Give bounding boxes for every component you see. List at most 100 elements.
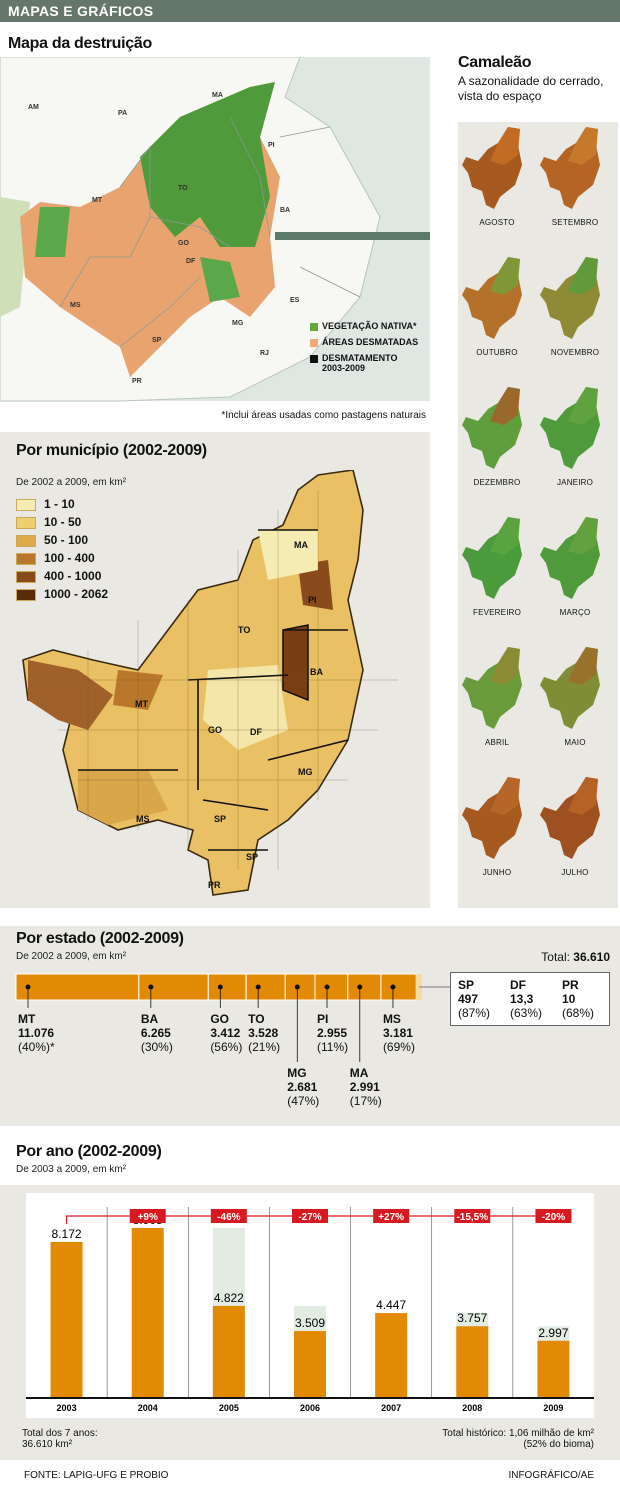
estado-total: Total: 36.610 xyxy=(541,950,610,964)
estado-bar-small xyxy=(416,974,422,1000)
estado-small-state: DF xyxy=(510,978,526,992)
season-map-2: SETEMBRO xyxy=(538,125,612,233)
estado-label-pct: (11%) xyxy=(317,1040,349,1054)
ano-total-right-line2: (52% do bioma) xyxy=(523,1439,594,1450)
estado-label-value: 6.265 xyxy=(140,1026,171,1040)
estado-label-pct: (21%) xyxy=(248,1040,281,1054)
season-map-11: JUNHO xyxy=(460,775,534,883)
section-header: MAPAS E GRÁFICOS xyxy=(0,0,620,22)
legend-swatch xyxy=(16,588,36,601)
legend-deforested-swatch xyxy=(310,338,318,347)
ano-year-label: 2003 xyxy=(57,1403,77,1413)
ano-change-badge xyxy=(454,1209,491,1223)
section-header-title: MAPAS E GRÁFICOS xyxy=(8,3,154,19)
municipio-legend: 1 - 10 10 - 50 50 - 100 100 - 400 400 - … xyxy=(16,497,108,605)
svg-text:TO: TO xyxy=(178,185,188,192)
estado-small-value: 497 xyxy=(458,992,479,1006)
ano-value-label: 4.447 xyxy=(376,1298,406,1312)
season-map-10: MAIO xyxy=(538,645,612,753)
estado-label-value: 2.991 xyxy=(349,1080,380,1094)
estado-label-pct: (40%)* xyxy=(18,1040,55,1054)
estado-label-state: TO xyxy=(248,1012,265,1026)
season-panel xyxy=(458,122,618,908)
season-month-label: JANEIRO xyxy=(556,478,594,487)
estado-dot xyxy=(217,984,223,990)
legend-swatch xyxy=(16,570,36,583)
ano-change-label: -27% xyxy=(298,1212,321,1223)
estado-label-value: 3.412 xyxy=(210,1026,241,1040)
ano-total-left-line2: 36.610 km² xyxy=(22,1439,73,1450)
estado-total-label: Total: xyxy=(541,950,570,964)
map1-note: *Inclui áreas usadas como pastagens natu… xyxy=(221,410,426,421)
estado-dot xyxy=(390,984,396,990)
estado-panel xyxy=(0,926,620,1126)
ano-change-badge xyxy=(292,1209,328,1223)
season-map-12: JULHO xyxy=(538,775,612,883)
ano-change-label: +27% xyxy=(378,1212,404,1223)
svg-text:MT: MT xyxy=(135,699,148,709)
ano-year-label: 2007 xyxy=(381,1403,401,1413)
svg-text:MG: MG xyxy=(232,320,244,327)
estado-total-value: 36.610 xyxy=(573,950,610,964)
map1-state-am: AM xyxy=(28,104,39,111)
season-month-label: DEZEMBRO xyxy=(473,478,521,487)
legend-label: 10 - 50 xyxy=(44,515,82,529)
ano-total-right: Total histórico: 1,06 milhão de km² (52%… xyxy=(442,1428,594,1450)
ano-change-badge xyxy=(373,1209,410,1223)
estado-small-pct: (68%) xyxy=(562,1006,595,1020)
season-map-9: ABRIL xyxy=(460,645,534,753)
ano-value-label: 3.509 xyxy=(295,1316,325,1330)
svg-text:MG: MG xyxy=(298,767,313,777)
municipio-subtitle: De 2002 a 2009, em km² xyxy=(16,477,127,488)
estado-label-state: MS xyxy=(382,1012,401,1026)
ano-value-label: 2.997 xyxy=(538,1326,568,1340)
camaleao-subtitle: A sazonalidade do cerrado, vista do espa… xyxy=(458,74,603,104)
ano-value-label: 3.757 xyxy=(457,1311,487,1325)
season-map-6: JANEIRO xyxy=(538,385,612,493)
estado-small-value: 13,3 xyxy=(510,992,534,1006)
estado-small-box xyxy=(450,972,610,1026)
estado-label-mt: MT 11.076 (40%)* xyxy=(18,1012,55,1054)
svg-text:SP: SP xyxy=(246,852,258,862)
legend-native-label: VEGETAÇÃO NATIVA* xyxy=(322,321,417,331)
legend-deforestation-swatch xyxy=(310,355,318,363)
municipio-map: MA PI TO BA MT GO DF MG MS SP SP PR xyxy=(18,469,418,900)
estado-label-mg: MG 2.681 (47%) xyxy=(287,1066,319,1108)
estado-label-value: 2.681 xyxy=(287,1080,318,1094)
estado-label-go: GO 3.412 (56%) xyxy=(210,1012,242,1054)
estado-small-sp: SP 497 (87%) xyxy=(458,978,490,1020)
legend-swatch xyxy=(16,534,36,547)
ano-change-badge xyxy=(535,1209,572,1223)
ano-year-label: 2004 xyxy=(138,1403,158,1413)
legend-label: 50 - 100 xyxy=(44,533,89,547)
season-month-label: JUNHO xyxy=(482,868,512,877)
estado-bar-to xyxy=(245,973,286,1001)
season-month-label: AGOSTO xyxy=(479,218,515,227)
estado-label-pi: PI 2.955 (11%) xyxy=(317,1012,348,1054)
svg-text:DF: DF xyxy=(250,727,262,737)
footer-source: FONTE: LAPIG-UFG E PROBIO xyxy=(24,1470,169,1481)
estado-small-pr: PR 10 (68%) xyxy=(562,978,594,1020)
svg-text:BA: BA xyxy=(310,667,323,677)
ano-year-label: 2005 xyxy=(219,1403,239,1413)
season-month-label: FEVEREIRO xyxy=(472,608,522,617)
ano-title: Por ano (2002-2009) xyxy=(16,1143,162,1160)
svg-text:ES: ES xyxy=(290,297,300,304)
ano-year-label: 2006 xyxy=(300,1403,320,1413)
legend-deforestation-label: DESMATAMENTO 2003-2009 xyxy=(322,353,398,373)
ano-bar-2006 xyxy=(294,1330,326,1398)
ano-bar-2004 xyxy=(131,1227,164,1398)
svg-text:SP: SP xyxy=(152,337,162,344)
svg-text:GO: GO xyxy=(178,240,189,247)
svg-text:MS: MS xyxy=(136,814,150,824)
ano-change-badge xyxy=(129,1209,166,1223)
ano-change-label: -46% xyxy=(217,1212,240,1223)
season-month-label: ABRIL xyxy=(484,738,510,747)
estado-label-value: 3.181 xyxy=(382,1026,413,1040)
estado-label-state: MG xyxy=(287,1066,307,1080)
svg-text:PI: PI xyxy=(268,142,275,149)
estado-bar-mt xyxy=(15,973,140,1001)
ano-bar-chart: 8.17220038.9052004+9%4.8222005-46%3.5092… xyxy=(26,1207,594,1413)
estado-bar-ma xyxy=(347,973,382,1001)
legend-native-swatch xyxy=(310,322,318,331)
